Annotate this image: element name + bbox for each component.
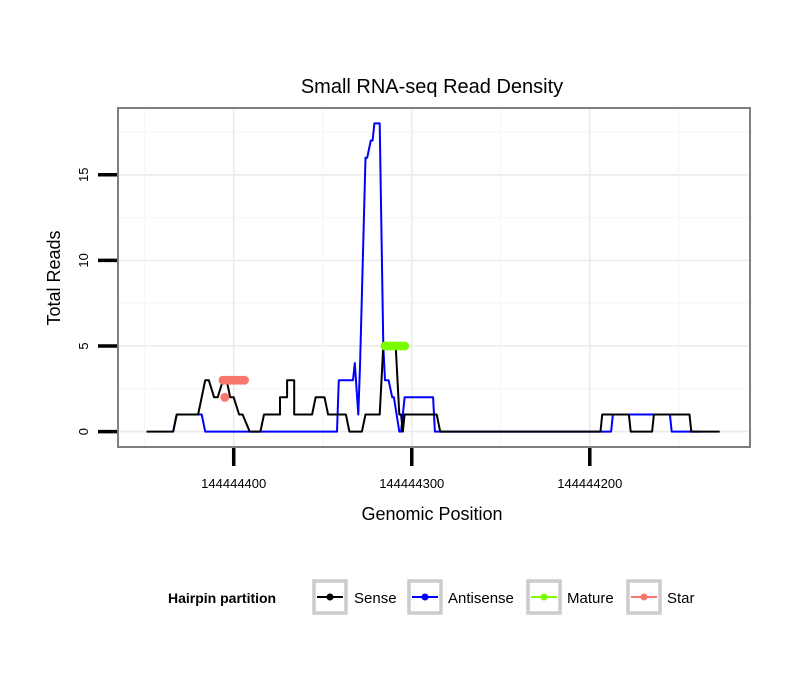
x-tick-label: 144444400	[201, 476, 266, 491]
legend: Hairpin partition Sense Antisense Mature St…	[168, 579, 695, 615]
plot-border	[117, 107, 751, 448]
plot-area	[117, 107, 751, 448]
y-axis-label: Total Reads	[44, 230, 64, 325]
plot-background	[118, 108, 750, 447]
legend-label-star: Star	[667, 590, 695, 607]
series-line-antisense	[172, 122, 702, 433]
x-axis-label: Genomic Position	[361, 504, 502, 524]
x-tick-label: 144444300	[379, 476, 444, 491]
legend-label-sense: Sense	[354, 590, 397, 607]
legend-label-mature: Mature	[567, 590, 614, 607]
legend-key-point-antisense	[421, 593, 429, 601]
y-tick-label: 5	[76, 342, 91, 349]
legend-key-point-star	[640, 593, 648, 601]
legend-key-point-mature	[540, 593, 548, 601]
x-axis: 144444400 144444300 144444200	[201, 448, 622, 491]
data-point-mature	[400, 341, 410, 351]
y-tick-label: 10	[76, 253, 91, 267]
legend-label-antisense: Antisense	[448, 590, 514, 607]
series-line-sense	[146, 345, 720, 433]
grid-lines	[118, 108, 750, 447]
legend-title: Hairpin partition	[168, 590, 276, 606]
chart-title: Small RNA-seq Read Density	[301, 76, 563, 98]
data-point-star	[220, 392, 230, 402]
series-layer	[146, 122, 720, 433]
y-tick-label: 0	[76, 428, 91, 435]
legend-key-point-sense	[326, 593, 334, 601]
y-axis: 0 5 10 15	[76, 168, 117, 435]
x-tick-label: 144444200	[557, 476, 622, 491]
data-point-star	[239, 375, 249, 385]
y-tick-label: 15	[76, 168, 91, 182]
